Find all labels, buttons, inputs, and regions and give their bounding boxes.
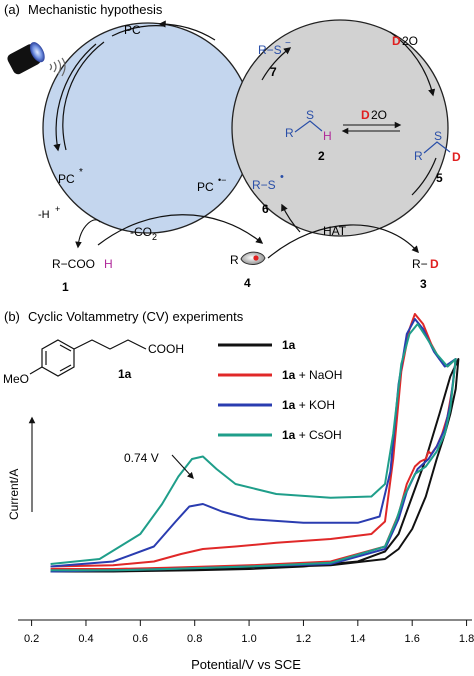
panel-a-title: Mechanistic hypothesis: [28, 2, 163, 17]
dthiol-s: S: [434, 129, 442, 143]
x-axis-label: Potential/V vs SCE: [191, 657, 301, 672]
radical-orbital-icon: [240, 251, 266, 265]
legend-label: 1a: [282, 338, 296, 352]
thiolate-sup: −: [285, 38, 291, 49]
d2o-mid-d: D: [361, 108, 370, 122]
legend-label: 1a + NaOH: [282, 368, 342, 382]
panel-b: (b) Cyclic Voltammetry (CV) experiments …: [3, 309, 474, 672]
x-tick-label: 1.8: [459, 633, 474, 645]
panel-a: (a) Mechanistic hypothesis PC PC * PC •−…: [4, 2, 461, 294]
peak-annotation: 0.74 V: [124, 451, 159, 465]
light-source-icon: [7, 42, 45, 75]
thiyl-radical-label: R−S: [252, 178, 276, 192]
minus-h-sup: +: [55, 204, 60, 214]
cv-curves: [50, 313, 460, 573]
cv-curve-4: [50, 323, 457, 572]
panel-b-label: (b): [4, 309, 20, 324]
thiol-r: R: [285, 126, 294, 140]
compound-4-number: 4: [244, 276, 251, 290]
compound-7-number: 7: [270, 65, 277, 79]
x-tick-label: 1.2: [296, 633, 311, 645]
legend-label: 1a + KOH: [282, 398, 335, 412]
pc-excited-sup: *: [79, 167, 83, 178]
cycle-arrow-d2o: [389, 31, 436, 97]
pc-return-arrow: [158, 20, 216, 41]
alkyl-radical-r: R: [230, 253, 239, 267]
compound-3-number: 3: [420, 277, 427, 291]
substrate-1a-label: 1a: [118, 367, 132, 381]
thiolate-label: R−S: [258, 43, 282, 57]
x-tick-label: 1.4: [350, 633, 365, 645]
product-d: D: [430, 257, 439, 271]
thiyl-radical-dot: •: [280, 171, 284, 183]
substrate-structure: [29, 339, 147, 377]
cv-curve-2: [50, 313, 457, 570]
light-rays-icon: [49, 57, 66, 77]
excitation-arrow: [53, 43, 97, 152]
dthiol-d: D: [452, 150, 461, 164]
minus-co2-sub: 2: [152, 232, 157, 242]
panel-b-title: Cyclic Voltammetry (CV) experiments: [28, 309, 244, 324]
panel-a-label: (a): [4, 2, 20, 17]
compound-5-number: 5: [436, 171, 443, 185]
photocatalyst-cycle: [42, 22, 254, 234]
cycle-arrow-right: [411, 157, 437, 196]
d2o-top-d: D: [392, 34, 401, 48]
compound-2-number: 2: [318, 149, 325, 163]
product-r: R−: [412, 257, 428, 271]
d2o-mid-rest: 2O: [371, 108, 387, 122]
pc-excited-label: PC: [58, 172, 75, 186]
deuterated-thiol-structure: R S D: [414, 129, 461, 164]
hat-arrow: [267, 224, 419, 259]
chart-legend: 1a 1a + NaOH 1a + KOH 1a + CsOH: [218, 338, 342, 442]
x-tick-label: 0.8: [187, 633, 202, 645]
pc-radical-anion-sup: •−: [218, 175, 226, 185]
x-tick-label: 0.4: [78, 633, 93, 645]
x-tick-label: 0.6: [133, 633, 148, 645]
x-axis-ticks: 0.2 0.4 0.6 0.8 1.0 1.2 1.4 1.6 1.8: [24, 620, 474, 645]
carboxylic-acid-h: H: [104, 257, 113, 271]
methoxy-label: MeO: [3, 372, 29, 386]
thiol-structure: R S H: [285, 108, 332, 143]
compound-6-number: 6: [262, 202, 269, 216]
minus-co2-label: -CO: [130, 225, 152, 239]
compound-1-number: 1: [62, 280, 69, 294]
y-axis-label: Current/A: [7, 469, 21, 520]
carboxyl-label: COOH: [148, 342, 184, 356]
thiol-s: S: [306, 108, 314, 122]
cycle-arrow-7: [261, 47, 292, 81]
x-tick-label: 0.2: [24, 633, 39, 645]
pc-label: PC: [124, 23, 141, 37]
d2o-top-rest: 2O: [402, 34, 418, 48]
hat-label: HAT: [323, 224, 347, 238]
x-tick-label: 1.6: [405, 633, 420, 645]
decarboxylation-arrow: [97, 214, 264, 246]
thiol-h: H: [323, 129, 332, 143]
cycle-arrow-6: [281, 203, 301, 233]
peak-annotation-arrow: [171, 454, 194, 479]
pc-radical-anion-label: PC: [197, 180, 214, 194]
legend-label: 1a + CsOH: [282, 428, 342, 442]
dthiol-r: R: [414, 149, 423, 163]
carboxylic-acid-label: R−COO: [52, 257, 95, 271]
x-tick-label: 1.0: [241, 633, 256, 645]
thiol-cycle: [231, 19, 449, 237]
cv-curve-1: [50, 358, 460, 573]
deprotonation-arrow: [75, 219, 101, 249]
minus-h-label: -H: [38, 209, 50, 221]
excitation-arrow-inner: [62, 41, 105, 151]
